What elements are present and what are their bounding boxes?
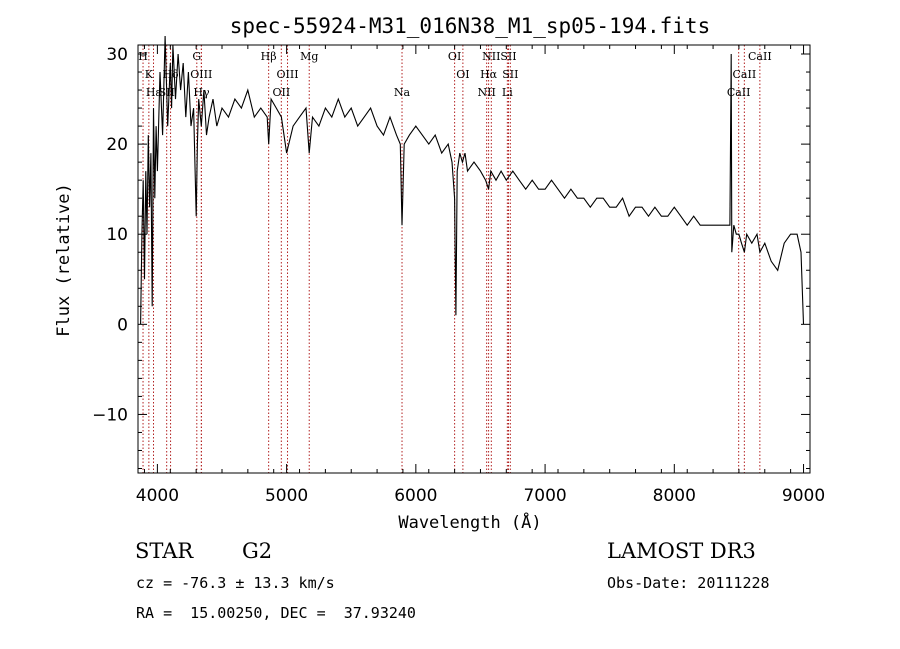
line-label-6: OIII (190, 68, 212, 81)
object-class: STAR (135, 539, 194, 563)
line-label-18: SII (500, 50, 516, 63)
plot-frame (137, 44, 811, 474)
coordinates: RA = 15.00250, DEC = 37.93240 (136, 604, 416, 622)
line-label-15: NII (478, 86, 496, 99)
x-tick-label-0: 4000 (136, 486, 179, 506)
y-tick-label-2: 10 (106, 225, 128, 245)
object-subclass: G2 (242, 539, 273, 563)
flux-line (140, 35, 805, 325)
line-label-5: G (192, 50, 201, 63)
x-tick-label-5: 9000 (782, 486, 825, 506)
line-label-1: K (145, 68, 154, 81)
line-label-11: Mg (300, 50, 318, 63)
x-tick-label-1: 5000 (265, 486, 308, 506)
line-label-0: H (138, 50, 148, 63)
line-label-22: CaII (733, 68, 757, 81)
redshift-readout: cz = -76.3 ± 13.3 km/s (136, 574, 335, 592)
line-label-13: OI (448, 50, 461, 63)
line-label-9: OII (272, 86, 290, 99)
line-label-19: SII (502, 68, 518, 81)
line-label-23: CaII (748, 50, 772, 63)
y-tick-label-4: 30 (106, 45, 128, 65)
chart-title: spec-55924-M31_016N38_M1_sp05-194.fits (230, 14, 710, 38)
y-tick-label-0: −10 (92, 405, 128, 425)
line-label-10: OIII (276, 68, 298, 81)
line-label-2: Hε (146, 86, 162, 99)
line-label-7: Hγ (193, 86, 210, 99)
obs-date: Obs-Date: 20111228 (607, 574, 770, 592)
x-axis-label: Wavelength (Å) (398, 511, 541, 533)
x-tick-label-4: 8000 (653, 486, 696, 506)
x-tick-label-3: 7000 (523, 486, 566, 506)
line-label-17: Hα (480, 68, 498, 81)
line-label-20: Li (502, 86, 513, 99)
line-label-12: Na (394, 86, 411, 99)
y-axis-label: Flux (relative) (54, 183, 74, 337)
line-label-14: OI (456, 68, 469, 81)
y-tick-label-3: 20 (106, 135, 128, 155)
line-markers (142, 45, 761, 473)
line-label-16: NII (482, 50, 500, 63)
line-label-21: CaII (727, 86, 751, 99)
y-axis: −10 0 10 20 30 (92, 45, 810, 469)
line-label-8: Hβ (261, 50, 277, 63)
survey-name: LAMOST DR3 (607, 539, 756, 563)
x-tick-label-2: 6000 (394, 486, 437, 506)
y-tick-label-1: 0 (117, 315, 128, 335)
x-axis: 4000 5000 6000 7000 8000 9000 (136, 45, 825, 506)
